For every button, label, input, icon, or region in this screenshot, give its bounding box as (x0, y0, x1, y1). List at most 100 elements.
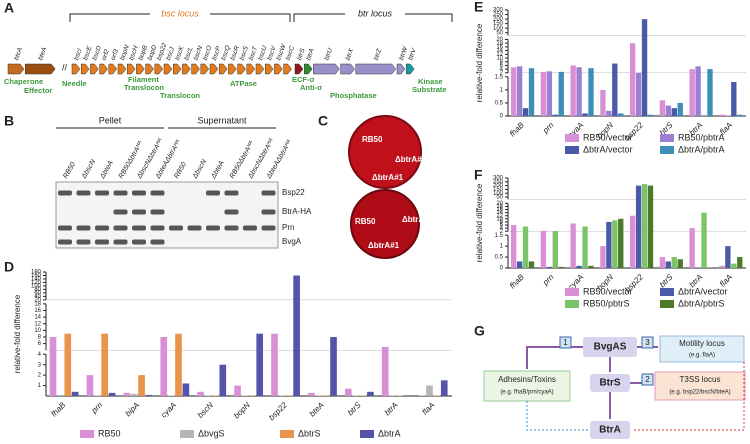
band (150, 209, 165, 215)
x-tick-label: bteA (308, 401, 326, 419)
protein-label: Bsp22 (282, 188, 305, 197)
bar (671, 108, 677, 116)
y-tick-label: 100 (31, 283, 42, 289)
bar (440, 380, 448, 396)
bar (695, 66, 701, 116)
y-tick-label: 1 (500, 244, 504, 250)
plate-label: RB50 (355, 217, 376, 226)
bar (271, 333, 278, 396)
legend-swatch (565, 288, 579, 296)
panel-label: G (474, 323, 485, 339)
bar (558, 71, 564, 116)
y-tick-label: 6 (38, 341, 42, 347)
x-tick-label: fhaB (508, 120, 526, 138)
gene-arrow (90, 63, 99, 75)
bar (701, 212, 707, 268)
node-box (590, 421, 630, 439)
band (113, 190, 128, 196)
bar (315, 395, 323, 396)
bar (606, 221, 612, 268)
y-tick-label: 0.5 (495, 255, 504, 261)
legend-label: ΔbtrA/pbtrA (678, 144, 725, 154)
band (224, 209, 239, 215)
gene-arrow (200, 63, 210, 75)
bar (612, 63, 618, 116)
y-tick-label: 4 (500, 67, 504, 73)
y-tick-label: 80 (34, 287, 41, 293)
gene-arrow (145, 63, 154, 75)
step-number: 3 (645, 338, 650, 347)
y-tick-label: 250 (493, 179, 504, 185)
y-tick-label: 18 (496, 204, 503, 210)
y-tick-label: 10 (496, 216, 503, 222)
x-tick-label: cyaA (159, 401, 178, 420)
bar (522, 108, 529, 116)
y-tick-label: 1 (500, 87, 504, 93)
panel-label: C (318, 113, 328, 129)
gene-name: orf3 (110, 48, 121, 61)
bar (558, 266, 564, 268)
gene-arrow (163, 63, 173, 75)
bar (600, 89, 606, 116)
gene-arrow (405, 63, 415, 75)
bar (659, 257, 666, 268)
band (95, 225, 109, 231)
bar (219, 364, 227, 396)
y-tick-label: 8 (38, 335, 42, 341)
bar (737, 114, 743, 116)
plate-label: RB50 (362, 135, 383, 144)
bar (359, 395, 367, 396)
legend-swatch (565, 146, 579, 154)
band (187, 225, 202, 231)
bar (516, 261, 523, 268)
band (150, 190, 165, 196)
y-tick-label: 250 (493, 12, 504, 18)
band (132, 239, 146, 245)
legend-label: ΔbtrA (378, 428, 401, 438)
y-tick-label: 14 (496, 48, 503, 54)
node-label: T3SS locus (680, 375, 721, 384)
bar (322, 395, 330, 396)
x-tick-label: btrS (346, 400, 363, 417)
bar (719, 265, 725, 268)
bar (582, 113, 588, 116)
bar (182, 383, 190, 396)
band (113, 239, 128, 245)
lane-label: RB50 (173, 161, 188, 180)
band (261, 190, 276, 196)
gene-arrow (71, 63, 81, 75)
y-tick-label: 200 (493, 17, 504, 23)
plate (350, 189, 420, 259)
gene-name: btrS (296, 47, 307, 61)
bracket-gap (345, 9, 405, 20)
bar (130, 393, 138, 396)
y-tick-label: 12 (34, 321, 41, 327)
gene-name: bscJ (165, 46, 176, 62)
bar (352, 395, 359, 396)
bar (510, 225, 517, 268)
legend-label: ΔbtrA/vector (678, 286, 728, 296)
gene-arrow (136, 63, 145, 75)
function-label: Effector (24, 86, 52, 95)
gene-name: btcA (13, 47, 24, 62)
band (169, 225, 183, 231)
bar (330, 336, 337, 396)
y-tick-label: 6 (500, 63, 504, 69)
legend-swatch (565, 134, 579, 142)
bar (101, 333, 109, 396)
gene-name: bscV (266, 45, 278, 62)
bar (677, 259, 683, 268)
bar (552, 114, 558, 116)
band (76, 225, 91, 231)
gene-name: bscL (183, 46, 194, 62)
gene-arrow (99, 63, 108, 75)
gene-arrow (126, 63, 136, 75)
bar (671, 257, 677, 268)
legend-swatch (565, 300, 579, 308)
bar (426, 385, 433, 396)
band (76, 190, 91, 196)
node-label: BtrA (599, 425, 621, 436)
x-tick-label: bopN (232, 400, 252, 420)
band (261, 209, 276, 215)
y-tick-label: 1 (38, 383, 42, 389)
